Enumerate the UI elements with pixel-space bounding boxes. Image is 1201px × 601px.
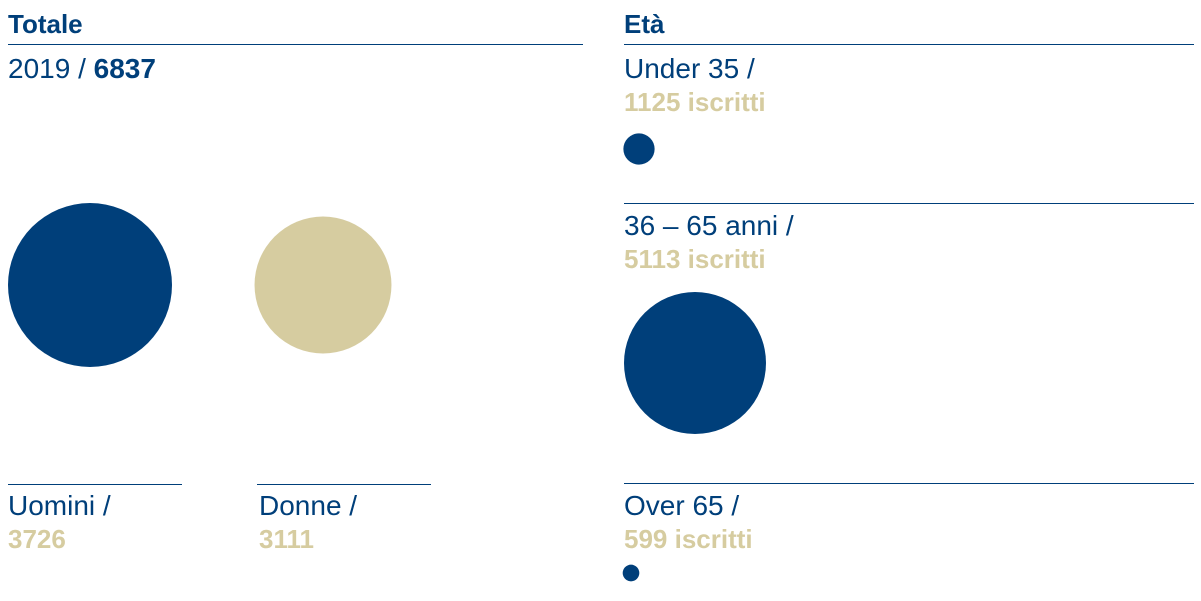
- bubble: [622, 564, 640, 582]
- item-label: Under 35 /: [624, 53, 755, 84]
- year: 2019 /: [8, 53, 86, 84]
- section-title: Età: [624, 9, 665, 39]
- section-title: Totale: [8, 9, 83, 39]
- item-value: 599 iscritti: [624, 524, 753, 554]
- bubble: [624, 292, 766, 434]
- item-value: 1125 iscritti: [624, 87, 766, 117]
- item-value: 3726: [8, 524, 66, 554]
- item-label: Donne /: [259, 490, 357, 521]
- item-value: 5113 iscritti: [624, 244, 766, 274]
- item-label: 36 – 65 anni /: [624, 210, 794, 241]
- bubble: [8, 203, 172, 367]
- total: 6837: [94, 53, 156, 84]
- total-line: 2019 / 6837: [8, 53, 156, 84]
- bubble: [623, 133, 655, 165]
- bubble: [254, 216, 392, 354]
- item-value: 3111: [259, 524, 314, 554]
- item-label: Over 65 /: [624, 490, 739, 521]
- item-label: Uomini /: [8, 490, 111, 521]
